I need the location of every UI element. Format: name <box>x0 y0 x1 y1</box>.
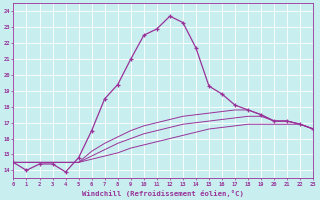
X-axis label: Windchill (Refroidissement éolien,°C): Windchill (Refroidissement éolien,°C) <box>83 190 244 197</box>
